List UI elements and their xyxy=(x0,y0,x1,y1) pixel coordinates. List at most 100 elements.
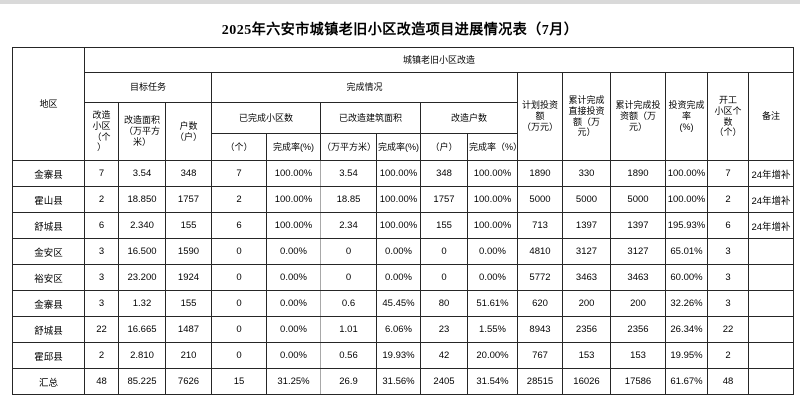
table-cell: 3 xyxy=(84,290,119,317)
table-cell: 26.34% xyxy=(665,316,708,343)
table-cell: 19.95% xyxy=(665,342,708,369)
table-cell: 0.00% xyxy=(376,264,421,291)
table-cell: 6 xyxy=(707,212,749,239)
remark-cell xyxy=(747,264,795,291)
table-cell: 713 xyxy=(517,212,563,239)
table-cell: 100.00% xyxy=(376,160,421,187)
table-cell: 23.200 xyxy=(118,264,166,291)
table-cell: 5000 xyxy=(562,186,611,213)
remark-cell: 24年增补 xyxy=(747,212,795,239)
region-cell: 霍邱县 xyxy=(12,342,85,369)
table-cell: 1397 xyxy=(610,212,666,239)
table-cell: 5772 xyxy=(517,264,563,291)
header-investment-rate: 投资完成 率 (%) xyxy=(665,72,708,161)
table-cell: 16026 xyxy=(562,368,611,395)
header-row-3: 改造 小区 （个 ） 改造面积 （万平方 米） 户数 （户） 已完成小区数 已改… xyxy=(13,102,794,161)
table-cell: 2.34 xyxy=(320,212,377,239)
header-area-unit: （万平方米） xyxy=(320,133,377,161)
table-cell: 26.9 xyxy=(320,368,377,395)
table-cell: 0.00% xyxy=(376,238,421,265)
table-cell: 2356 xyxy=(610,316,666,343)
table-cell: 767 xyxy=(517,342,563,369)
header-completed-communities: 已完成小区数 xyxy=(211,102,321,134)
header-started-communities: 开工 小区个 数 （个） xyxy=(707,72,749,161)
table-cell: 48 xyxy=(707,368,749,395)
table-cell: 620 xyxy=(517,290,563,317)
table-cell: 3127 xyxy=(562,238,611,265)
table-cell: 2.340 xyxy=(118,212,166,239)
region-cell: 裕安区 xyxy=(12,264,85,291)
table-cell: 153 xyxy=(610,342,666,369)
table-cell: 1757 xyxy=(165,186,212,213)
header-households-unit: （户） xyxy=(420,133,468,161)
table-cell: 348 xyxy=(165,160,212,187)
region-cell: 舒城县 xyxy=(12,212,85,239)
header-planned-investment: 计划投资 额 （万元） xyxy=(517,72,563,161)
table-cell: 1.01 xyxy=(320,316,377,343)
region-cell: 金安区 xyxy=(12,238,85,265)
table-cell: 42 xyxy=(420,342,468,369)
table-cell: 1590 xyxy=(165,238,212,265)
table-cell: 51.61% xyxy=(467,290,518,317)
table-cell: 348 xyxy=(420,160,468,187)
header-count-unit: （个） xyxy=(211,133,267,161)
table-cell: 0.00% xyxy=(266,342,321,369)
table-cell: 32.26% xyxy=(665,290,708,317)
remark-cell xyxy=(747,290,795,317)
table-cell: 0 xyxy=(211,238,267,265)
table-cell: 100.00% xyxy=(467,186,518,213)
table-cell: 3 xyxy=(707,264,749,291)
table-cell: 7626 xyxy=(165,368,212,395)
table-cell: 23 xyxy=(420,316,468,343)
table-cell: 48 xyxy=(84,368,119,395)
header-renovate-count: 改造 小区 （个 ） xyxy=(84,102,119,161)
table-cell: 100.00% xyxy=(665,160,708,187)
table-cell: 17586 xyxy=(610,368,666,395)
table-cell: 330 xyxy=(562,160,611,187)
region-cell: 舒城县 xyxy=(12,316,85,343)
header-row-4: （个） 完成率(%) （万平方米） 完成率(%) （户） 完成率（%） xyxy=(13,133,794,161)
table-cell: 3463 xyxy=(562,264,611,291)
table-cell: 0.00% xyxy=(266,290,321,317)
table-cell: 2 xyxy=(84,186,119,213)
table-cell: 3 xyxy=(707,238,749,265)
table-cell: 1.32 xyxy=(118,290,166,317)
table-cell: 100.00% xyxy=(266,212,321,239)
table-cell: 28515 xyxy=(517,368,563,395)
table-cell: 3 xyxy=(84,238,119,265)
table-cell: 19.93% xyxy=(376,342,421,369)
table-row: 舒城县 6 2.340 155 6 100.00% 2.34 100.00% 1… xyxy=(12,212,795,239)
table-cell: 155 xyxy=(165,290,212,317)
header-area-rate: 完成率(%) xyxy=(376,133,421,161)
table-cell: 0.00% xyxy=(266,316,321,343)
table-row: 舒城县 22 16.665 1487 0 0.00% 1.01 6.06% 23… xyxy=(12,316,795,343)
remark-cell xyxy=(747,316,795,343)
table-cell: 155 xyxy=(165,212,212,239)
header-households: 户数 （户） xyxy=(165,102,212,161)
table-cell: 65.01% xyxy=(665,238,708,265)
table-cell: 16.500 xyxy=(118,238,166,265)
table-cell: 2.810 xyxy=(118,342,166,369)
region-cell: 汇总 xyxy=(12,368,85,395)
table-cell: 100.00% xyxy=(266,186,321,213)
table-cell: 1487 xyxy=(165,316,212,343)
table-cell: 3.54 xyxy=(320,160,377,187)
header-target-tasks: 目标任务 xyxy=(84,72,212,103)
table-cell: 0.00% xyxy=(266,264,321,291)
table-row: 金安区 3 16.500 1590 0 0.00% 0 0.00% 0 0.00… xyxy=(12,238,795,265)
table-cell: 2 xyxy=(84,342,119,369)
table-cell: 100.00% xyxy=(467,160,518,187)
table-cell: 6.06% xyxy=(376,316,421,343)
window-top-edge xyxy=(0,0,800,4)
table-cell: 2 xyxy=(707,342,749,369)
table-cell: 1.55% xyxy=(467,316,518,343)
table-cell: 18.850 xyxy=(118,186,166,213)
region-cell: 金寨县 xyxy=(12,160,85,187)
table-cell: 3 xyxy=(707,290,749,317)
table-row: 金寨县 7 3.54 348 7 100.00% 3.54 100.00% 34… xyxy=(12,160,795,187)
table-row: 裕安区 3 23.200 1924 0 0.00% 0 0.00% 0 0.00… xyxy=(12,264,795,291)
table-cell: 15 xyxy=(211,368,267,395)
table-cell: 153 xyxy=(562,342,611,369)
remark-cell: 24年增补 xyxy=(747,186,795,213)
table-cell: 18.85 xyxy=(320,186,377,213)
